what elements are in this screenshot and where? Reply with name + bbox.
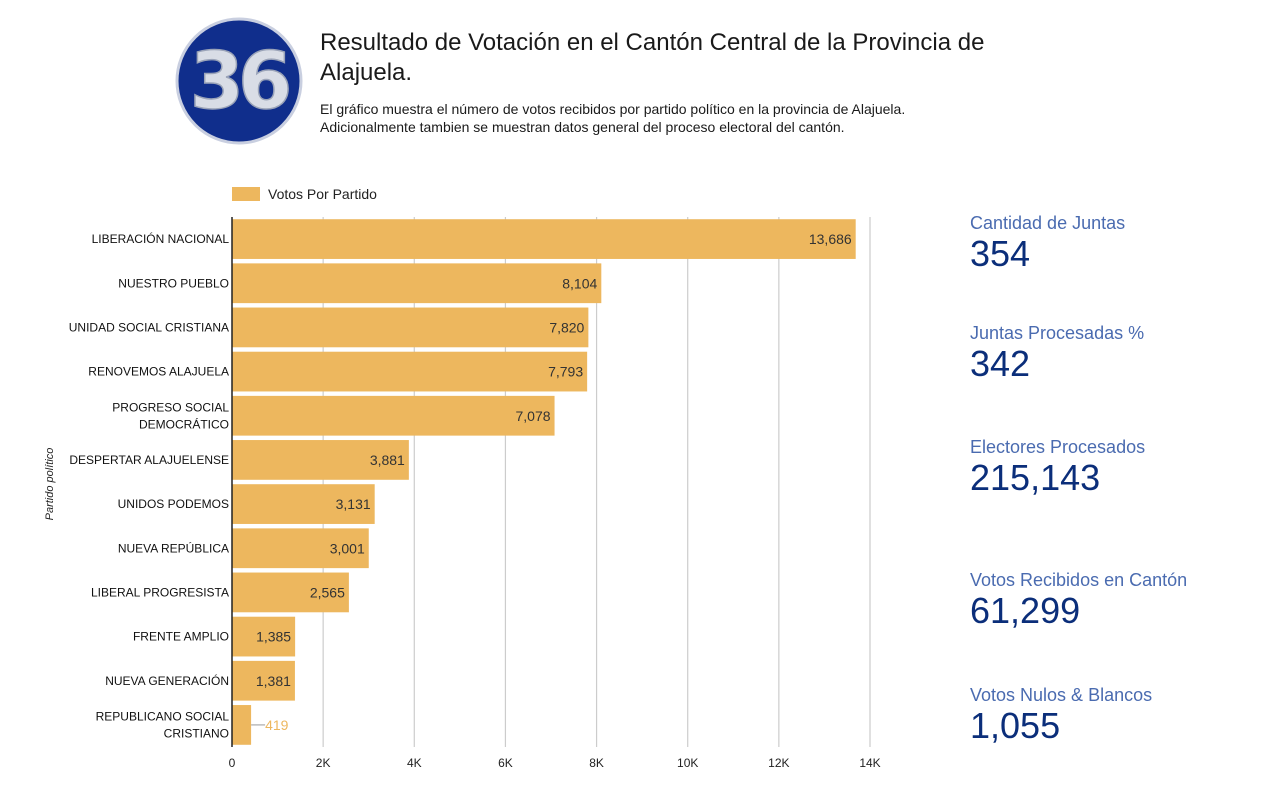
legend-swatch: [232, 187, 260, 201]
category-label: PROGRESO SOCIAL DEMOCRÁTICO: [112, 400, 229, 431]
category-label: DESPERTAR ALAJUELENSE: [69, 453, 229, 467]
stat-label: Electores Procesados: [970, 437, 1146, 457]
page-subtitle: El gráfico muestra el número de votos re…: [320, 100, 1080, 136]
bar: [232, 616, 296, 657]
subtitle-line-2: Adicionalmente tambien se muestran datos…: [320, 119, 845, 135]
logo-text: 36: [190, 37, 289, 127]
category-label: FRENTE AMPLIO: [133, 630, 229, 644]
stat-value: 342: [970, 343, 1031, 384]
bar: [232, 307, 589, 348]
data-label: 2,565: [310, 584, 345, 600]
stat-electores-procesados: Electores Procesados 215,143: [970, 436, 1145, 498]
stat-label: Cantidad de Juntas: [970, 213, 1126, 233]
data-label: 419: [265, 717, 289, 733]
bar: [232, 395, 555, 436]
data-label: 1,385: [256, 629, 291, 645]
bar: [232, 484, 375, 524]
data-label: 1,381: [256, 673, 291, 689]
legend-label: Votos Por Partido: [268, 186, 377, 202]
category-label: NUEVA REPÚBLICA: [118, 540, 229, 555]
bar: [232, 440, 409, 480]
data-label: 13,686: [809, 231, 852, 247]
bar: [232, 705, 252, 745]
bar: [232, 660, 295, 701]
y-axis-label: Partido político: [44, 447, 56, 521]
stat-value: 1,055: [970, 705, 1061, 746]
category-label: NUESTRO PUEBLO: [118, 276, 229, 290]
category-label: LIBERAL PROGRESISTA: [91, 585, 229, 599]
channel-36-logo: 36: [175, 17, 303, 145]
stat-label: Votos Nulos & Blancos: [970, 685, 1153, 705]
stat-value: 354: [970, 233, 1031, 274]
stat-value: 61,299: [970, 590, 1081, 631]
data-label: 3,131: [336, 496, 371, 512]
x-tick-label: 6K: [498, 756, 513, 770]
x-tick-label: 10K: [677, 756, 698, 770]
x-tick-label: 12K: [768, 756, 789, 770]
stat-label: Juntas Procesadas %: [970, 323, 1145, 343]
bar-chart: 0 2K 4K 6K 8K 10K 12K 14K LIBERACIÓN NACIONAL 13,…: [69, 217, 881, 770]
stat-cantidad-juntas: Cantidad de Juntas 354: [970, 212, 1125, 274]
bar: [232, 351, 588, 392]
category-label: NUEVA GENERACIÓN: [105, 673, 229, 688]
x-tick-label: 2K: [316, 756, 331, 770]
bar: [232, 263, 602, 304]
data-label: 8,104: [562, 275, 597, 291]
data-label: 7,820: [549, 319, 584, 335]
bar: [232, 572, 349, 613]
chart-legend: Votos Por Partido: [232, 186, 377, 202]
subtitle-line-1: El gráfico muestra el número de votos re…: [320, 101, 906, 117]
category-label: LIBERACIÓN NACIONAL: [92, 231, 230, 246]
x-tick-label: 0: [229, 756, 236, 770]
category-label: UNIDAD SOCIAL CRISTIANA: [69, 320, 229, 334]
x-tick-label: 4K: [407, 756, 422, 770]
stat-juntas-procesadas: Juntas Procesadas % 342: [970, 322, 1144, 384]
data-label: 7,793: [548, 364, 583, 380]
stat-label: Votos Recibidos en Cantón: [970, 570, 1188, 590]
page-title: Resultado de Votación en el Cantón Centr…: [320, 29, 985, 86]
data-label: 3,881: [370, 452, 405, 468]
x-tick-label: 8K: [589, 756, 604, 770]
category-label: RENOVEMOS ALAJUELA: [88, 365, 229, 379]
data-label: 3,001: [330, 540, 365, 556]
data-label: 7,078: [516, 408, 551, 424]
stat-value: 215,143: [970, 457, 1101, 498]
category-label: REPUBLICANO SOCIAL CRISTIANO: [96, 709, 230, 740]
category-label: UNIDOS PODEMOS: [118, 497, 229, 511]
x-tick-label: 14K: [859, 756, 880, 770]
bar: [232, 528, 369, 569]
bar: [232, 219, 856, 259]
stat-votos-recibidos: Votos Recibidos en Cantón 61,299: [970, 569, 1187, 631]
stat-votos-nulos-blancos: Votos Nulos & Blancos 1,055: [970, 684, 1152, 746]
